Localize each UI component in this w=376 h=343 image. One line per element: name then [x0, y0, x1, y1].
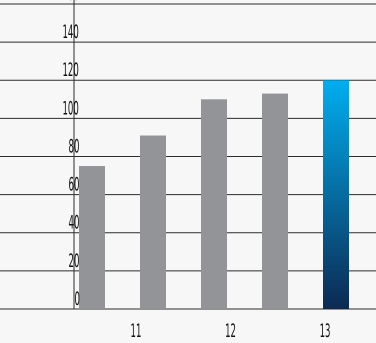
y-tick-label-0: 0	[75, 288, 80, 310]
bar-12	[140, 135, 166, 309]
y-tick-label-20: 20	[69, 250, 80, 272]
bar-11	[79, 166, 105, 309]
x-tick-label-12: 12	[225, 320, 236, 342]
bar-13	[201, 99, 227, 309]
x-tick-labels: 1112131415	[131, 320, 331, 342]
bars	[79, 80, 349, 309]
y-tick-label-160: 160	[62, 0, 78, 5]
y-tick-label-60: 60	[69, 174, 80, 196]
y-tick-label-120: 120	[62, 59, 78, 81]
bar-14	[262, 93, 288, 309]
y-tick-label-40: 40	[69, 212, 80, 234]
x-tick-label-13: 13	[320, 320, 331, 342]
gridlines	[0, 3, 376, 272]
x-tick-label-11: 11	[131, 320, 142, 342]
bar-15	[323, 80, 349, 309]
y-tick-label-80: 80	[69, 136, 80, 158]
y-tick-label-100: 100	[62, 98, 78, 120]
y-tick-label-140: 140	[62, 21, 78, 43]
axes	[0, 0, 376, 310]
y-tick-labels: 0 20 40 60 80 100 120 140 160	[62, 0, 80, 310]
